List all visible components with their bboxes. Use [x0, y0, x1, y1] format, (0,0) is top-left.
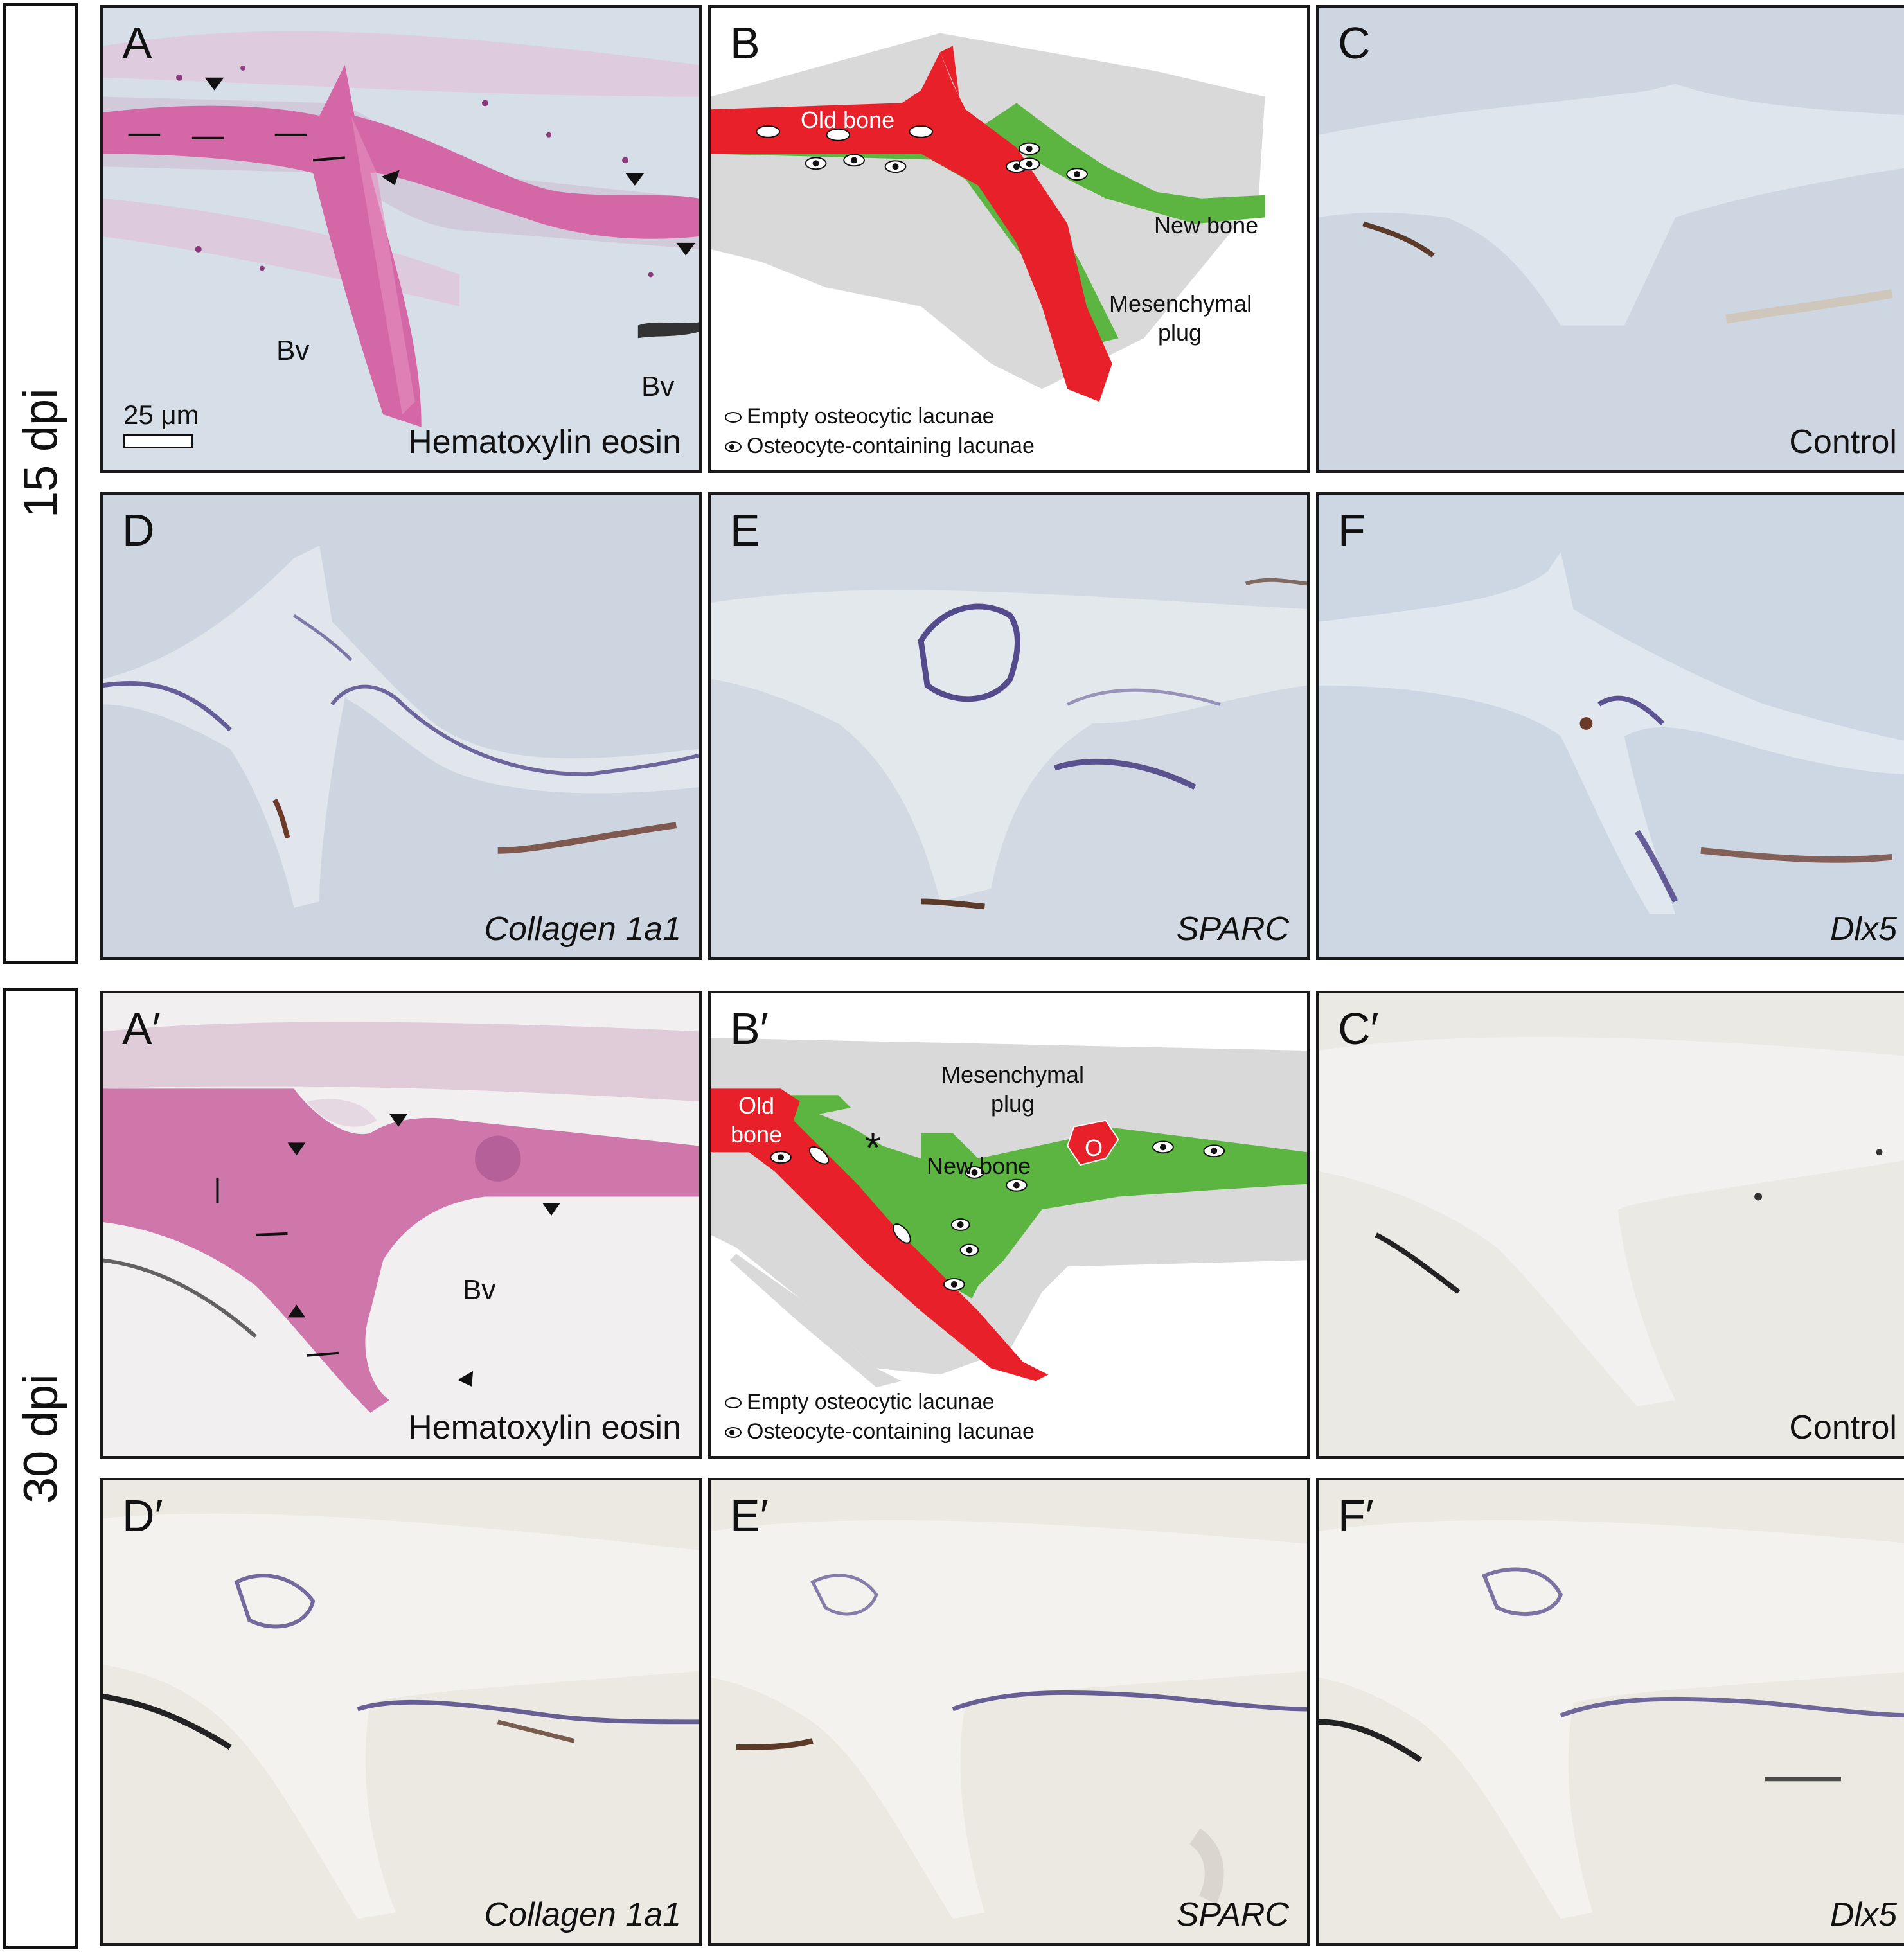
panel-letter-b-prime: B′ [730, 1004, 769, 1054]
group-15dpi: 15 dpi [3, 3, 78, 964]
empty-lacuna-icon [725, 411, 742, 423]
panel-letter-d-prime: D′ [122, 1491, 163, 1541]
schematic-diagram-15dpi [711, 33, 1265, 402]
panel-letter-f-prime: F′ [1338, 1491, 1374, 1541]
dlx5-micrograph-15dpi [1319, 495, 1904, 957]
panel-letter-a-prime: A′ [122, 1004, 161, 1054]
legend-empty-label: Empty osteocytic lacunae [747, 404, 995, 429]
scale-bar [123, 434, 193, 448]
blood-vessel-label-1: Bv [276, 335, 310, 366]
dlx5-micrograph-30dpi [1319, 1480, 1904, 1943]
panel-c-control-15dpi: C Control [1316, 5, 1904, 473]
new-bone-label: New bone [1154, 212, 1259, 238]
stain-label-a: Hematoxylin eosin [408, 423, 681, 461]
gene-label-dlx5-prime: Dlx5 [1829, 1896, 1897, 1933]
gene-label-sparc: SPARC [1176, 910, 1289, 948]
panel-d-prime-col1a1-30dpi: D′ Collagen 1a1 [100, 1478, 702, 1946]
legend-osteocyte-label-prime: Osteocyte-containing lacunae [747, 1419, 1035, 1444]
panel-a-prime-he-30dpi: A′ Bv Hematoxylin eosin [100, 991, 702, 1459]
gene-label-col1a1: Collagen 1a1 [484, 910, 681, 948]
panel-letter-d: D [122, 505, 155, 555]
blood-vessel-label-3: Bv [463, 1274, 496, 1306]
group-label-15dpi: 15 dpi [13, 388, 67, 518]
panel-d-col1a1-15dpi: D Collagen 1a1 [100, 492, 702, 960]
he-micrograph-30dpi [103, 993, 699, 1456]
panel-letter-e: E [730, 505, 760, 555]
osteocyte-lacuna-icon-prime [725, 1426, 742, 1438]
legend-osteocyte-label: Osteocyte-containing lacunae [747, 434, 1035, 459]
group-label-30dpi: 30 dpi [13, 1374, 67, 1504]
sparc-micrograph-30dpi [711, 1480, 1307, 1943]
panel-a-he-15dpi: A Bv Bv 25 μm Hematoxylin eosin [100, 5, 702, 473]
new-bone-label-prime: New bone [927, 1153, 1031, 1179]
stain-label-a-prime: Hematoxylin eosin [408, 1409, 681, 1446]
panel-letter-b: B [730, 18, 760, 68]
schematic-diagram-30dpi [711, 1038, 1307, 1388]
panel-e-sparc-15dpi: E SPARC [708, 492, 1310, 960]
asterisk-marker: * [865, 1124, 881, 1171]
panel-letter-e-prime: E′ [730, 1491, 769, 1541]
gene-label-dlx5: Dlx5 [1829, 910, 1897, 948]
old-bone-label: Old bone [801, 107, 895, 133]
group-30dpi: 30 dpi [3, 988, 78, 1949]
panel-letter-c-prime: C′ [1338, 1004, 1379, 1054]
gene-label-sparc-prime: SPARC [1176, 1896, 1289, 1933]
osteocyte-lacuna-icon [725, 441, 742, 452]
blood-vessel-label-2: Bv [641, 371, 675, 402]
he-micrograph-15dpi [103, 8, 699, 470]
panel-letter-c: C [1338, 18, 1371, 68]
panel-e-prime-sparc-30dpi: E′ SPARC [708, 1478, 1310, 1946]
panel-f-dlx5-15dpi: F Dlx5 [1316, 492, 1904, 960]
panel-b-schematic-15dpi: B Old bone New bone Mesenchymal plug Emp… [708, 5, 1310, 473]
col1a1-micrograph-30dpi [103, 1480, 699, 1943]
mesenchymal-plug-label: Mesenchymal plug [1109, 290, 1252, 346]
lacunae-legend-prime: Empty osteocytic lacunae Osteocyte-conta… [725, 1388, 1035, 1447]
mesenchymal-plug-label-prime: Mesenchymal plug [941, 1061, 1085, 1117]
panel-b-prime-schematic-30dpi: B′ Old bone Mesenchymal plug New bone * … [708, 991, 1310, 1459]
control-label-c-prime: Control [1789, 1409, 1897, 1446]
legend-empty-label-prime: Empty osteocytic lacunae [747, 1390, 995, 1415]
lacunae-legend: Empty osteocytic lacunae Osteocyte-conta… [725, 402, 1035, 461]
panel-c-prime-control-30dpi: C′ Control [1316, 991, 1904, 1459]
control-micrograph-15dpi [1319, 8, 1904, 470]
panel-letter-a: A [122, 18, 152, 68]
osteoclast-marker: O [1085, 1135, 1103, 1161]
panel-f-prime-dlx5-30dpi: F′ Dlx5 [1316, 1478, 1904, 1946]
control-micrograph-30dpi [1319, 993, 1904, 1456]
gene-label-col1a1-prime: Collagen 1a1 [484, 1896, 681, 1933]
empty-lacuna-icon-prime [725, 1397, 742, 1408]
scale-bar-label: 25 μm [123, 400, 199, 430]
control-label-c: Control [1789, 423, 1897, 461]
col1a1-micrograph-15dpi [103, 495, 699, 957]
old-bone-label-prime: Old bone [730, 1092, 783, 1148]
sparc-micrograph-15dpi [711, 495, 1307, 957]
panel-letter-f: F [1338, 505, 1366, 555]
